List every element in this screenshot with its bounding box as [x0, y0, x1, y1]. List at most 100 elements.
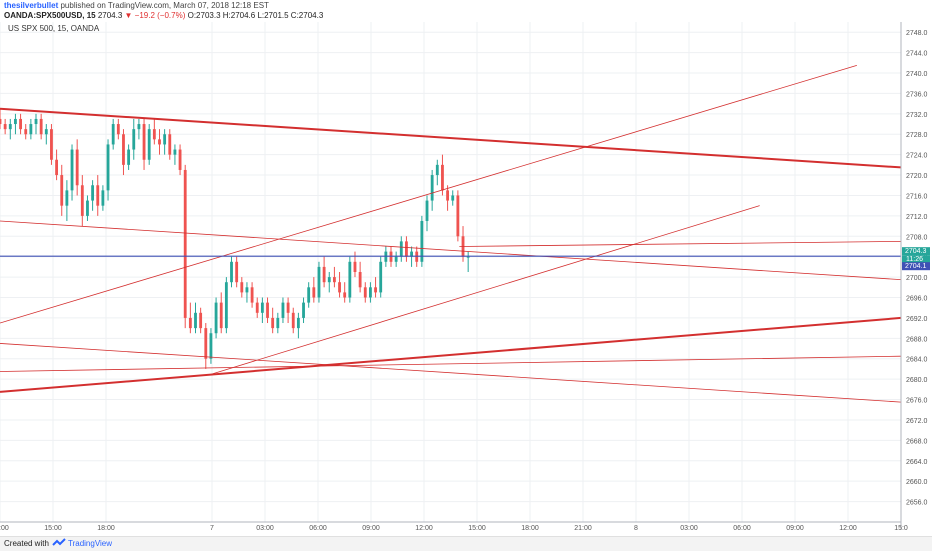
candle-body: [0, 118, 2, 125]
candle-body: [394, 256, 398, 262]
candle-body: [101, 190, 105, 206]
candle-body: [199, 312, 203, 329]
time-tick-label: 7: [210, 525, 214, 532]
time-tick-label: 12:00: [839, 525, 857, 532]
candle-body: [420, 220, 424, 262]
candle-body: [338, 282, 341, 293]
publish-info: thesilverbullet published on TradingView…: [4, 1, 269, 10]
candle-body: [116, 124, 120, 135]
candle-body: [60, 175, 64, 206]
candle-body: [317, 266, 321, 298]
price-tick-label: 2740.0: [906, 71, 928, 78]
countdown-tag-label: 11:26: [906, 256, 923, 263]
candle-body: [86, 200, 89, 216]
candle-body: [446, 190, 450, 201]
ohlc-values: O:2703.3 H:2704.6 L:2701.5 C:2704.3: [187, 11, 324, 20]
candle-body: [374, 287, 377, 293]
candle-body: [168, 134, 172, 155]
price-tick-label: 2720.0: [906, 173, 928, 180]
price-tick-label: 2684.0: [906, 357, 928, 364]
candle-body: [194, 312, 197, 329]
candle-body: [307, 287, 311, 303]
price-tick-label: 2672.0: [906, 418, 928, 425]
time-tick-label: 09:00: [362, 525, 380, 532]
candle-body: [399, 241, 403, 257]
candle-body: [322, 266, 326, 283]
candles: [0, 108, 470, 369]
candle-body: [240, 282, 244, 293]
price-tick-label: 2748.0: [906, 30, 928, 37]
candle-body: [80, 185, 84, 216]
candle-body: [29, 124, 33, 135]
price-tick-label: 2676.0: [906, 398, 928, 405]
candle-body: [312, 287, 316, 298]
candle-body: [188, 317, 192, 329]
candle-body: [291, 312, 295, 329]
last-price: 2704.3: [97, 11, 123, 20]
candle-body: [250, 287, 254, 303]
footer-bar: Created with TradingView: [0, 536, 932, 551]
candlestick-chart[interactable]: US SPX 500, 15, OANDA 2656.0 2660.0 2664.0…: [0, 22, 932, 532]
price-tick-label: 2708.0: [906, 234, 928, 241]
price-tick-label: 2724.0: [906, 153, 928, 160]
candle-body: [19, 118, 22, 130]
last-price-tag: [902, 247, 930, 256]
candle-body: [163, 134, 167, 145]
candle-body: [75, 149, 79, 186]
candle-body: [379, 261, 383, 293]
candle-body: [8, 124, 12, 130]
price-axis[interactable]: [901, 22, 932, 530]
candle-body: [271, 317, 275, 329]
price-tick-label: 2728.0: [906, 132, 928, 139]
candle-body: [183, 169, 187, 318]
candle-body: [224, 282, 228, 329]
candle-body: [266, 302, 269, 318]
candle-body: [405, 241, 408, 257]
candle-body: [353, 261, 357, 272]
chart-area[interactable]: US SPX 500, 15, OANDA 2656.0 2660.0 2664.0…: [0, 22, 932, 532]
candle-body: [142, 124, 146, 160]
candle-body: [343, 292, 347, 298]
candle-body: [302, 302, 305, 318]
hline-price-tag-label: 2704.1: [905, 263, 927, 270]
candle-body: [410, 251, 413, 257]
price-tick-label: 2744.0: [906, 51, 928, 58]
candle-body: [363, 287, 367, 298]
candle-body: [137, 124, 141, 130]
author-link[interactable]: thesilverbullet: [4, 1, 59, 10]
candle-body: [3, 124, 7, 130]
price-tick-label: 2688.0: [906, 336, 928, 343]
candle-body: [209, 333, 213, 359]
candle-body: [24, 129, 28, 135]
candle-body: [286, 302, 290, 313]
price-tick-label: 2700.0: [906, 275, 928, 282]
created-with-label: Created with: [4, 539, 49, 548]
candle-body: [214, 302, 218, 334]
candle-body: [332, 277, 336, 283]
price-tick-label: 2736.0: [906, 91, 928, 98]
hline-price-tag: [902, 262, 930, 271]
candle-body: [245, 287, 249, 293]
price-tick-label: 2660.0: [906, 479, 928, 486]
price-tick-label: 2692.0: [906, 316, 928, 323]
tradingview-link[interactable]: TradingView: [68, 539, 113, 548]
time-tick-label: 12:00: [415, 525, 433, 532]
candle-body: [147, 129, 151, 160]
price-tick-label: 2716.0: [906, 193, 928, 200]
candle-body: [91, 185, 95, 201]
candle-body: [65, 190, 69, 206]
trendlines[interactable]: [0, 64, 902, 403]
candle-body: [173, 149, 177, 155]
candle-body: [230, 261, 233, 283]
candle-body: [204, 328, 208, 359]
tradingview-logo-icon[interactable]: [52, 538, 66, 548]
candle-body: [235, 261, 239, 283]
candle-body: [260, 302, 264, 313]
candle-body: [441, 164, 444, 191]
candle-body: [50, 129, 53, 160]
time-tick-label: 09:00: [786, 525, 804, 532]
candle-body: [14, 118, 17, 125]
price-tick-label: 2696.0: [906, 296, 928, 303]
trend-line: [0, 220, 902, 281]
